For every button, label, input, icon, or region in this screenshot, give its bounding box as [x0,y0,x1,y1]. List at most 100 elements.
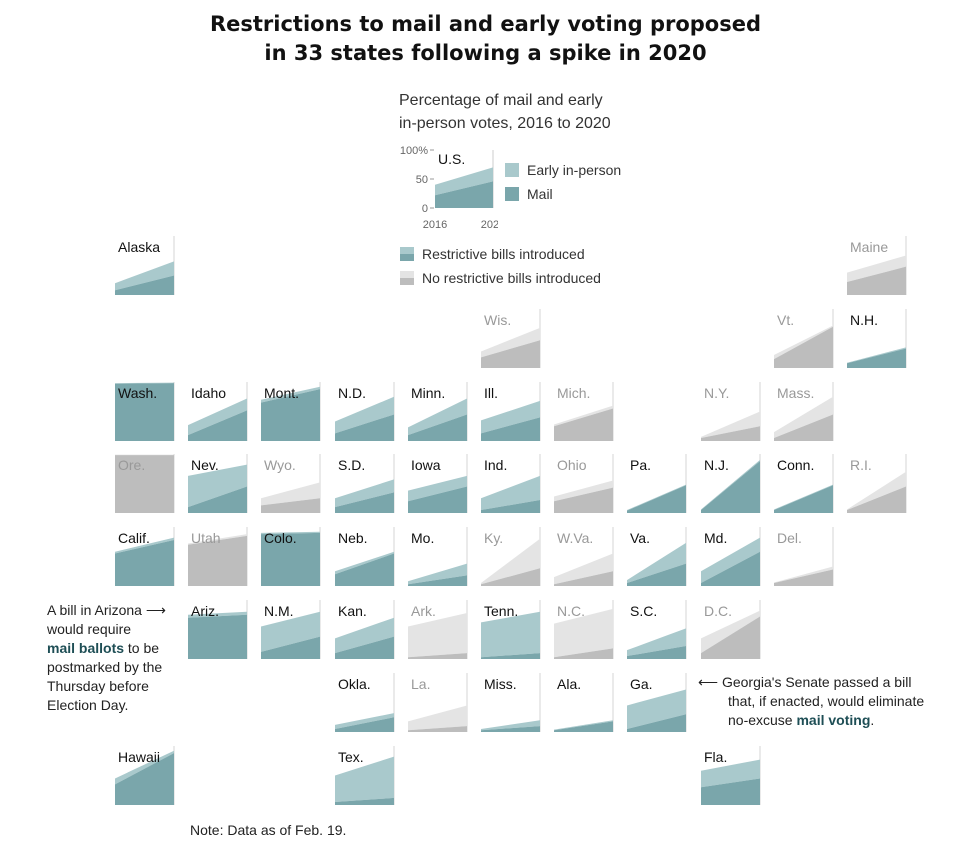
state-tile-chart [261,454,321,513]
state-tile-chart [261,527,321,586]
state-label: Tex. [338,749,364,765]
early-area [115,750,174,785]
mail-area [481,726,540,732]
early-area [335,479,394,508]
state-tile-chart [115,454,175,513]
mail-area [774,326,833,368]
state-tile-wyo: Wyo. [261,454,321,514]
early-area [701,537,760,584]
mail-area [261,636,320,659]
mail-area [408,414,467,441]
state-tile-ill: Ill. [481,382,541,442]
state-tile-chart [701,600,761,659]
state-label: Mont. [264,385,300,401]
state-tile-chart [335,746,395,805]
mail-area [774,569,833,586]
state-label: Miss. [484,676,517,692]
state-tile-s-d: S.D. [335,454,395,514]
state-tile-chart [408,454,468,513]
state-tile-chart [847,309,907,368]
state-label: Vt. [777,312,795,328]
early-area [335,551,394,575]
state-label: Ore. [118,457,146,473]
early-area [481,720,540,731]
state-tile-d-c: D.C. [701,600,761,660]
state-label: Maine [850,239,889,255]
mail-area [701,616,760,659]
state-tile-chart [335,527,395,586]
state-label: S.D. [338,457,366,473]
legend-restrictive-swatch [400,247,414,261]
arizona-annotation-line-5: Thursday before [47,678,149,694]
mail-area [481,417,540,441]
early-area [847,471,906,511]
state-label: Mich. [557,385,591,401]
early-area [701,610,760,654]
early-area [847,347,906,364]
state-tile-chart [115,746,175,805]
state-tile-chart [481,600,541,659]
early-area [481,475,540,511]
state-tile-chart [554,673,614,732]
state-tile-chart [701,527,761,586]
state-tile-fla: Fla. [701,746,761,806]
georgia-annotation-line-1: Georgia's Senate passed a bill [721,674,912,690]
state-tile-n-y: N.Y. [701,382,761,442]
mail-area [847,486,906,513]
georgia-annotation-line-2: that, if enacted, would eliminate [728,693,925,709]
state-tile-chart [627,527,687,586]
state-label: Va. [630,530,650,546]
us-legend-chart: 100% 50 0 2016 2020 U.S. [400,145,498,231]
state-tile-chart [335,673,395,732]
early-area [701,411,760,439]
arizona-annotation: A bill in Arizona ⟶ would require mail b… [47,601,166,715]
mail-area [701,461,760,513]
state-tile-minn: Minn. [408,382,468,442]
state-label: Md. [704,530,728,546]
state-label: Alaska [118,239,161,255]
state-tile-chart [554,454,614,513]
mail-area [481,340,540,368]
mail-area [408,726,467,732]
georgia-annotation-period: . [870,712,875,728]
state-label: Ariz. [191,603,219,619]
mail-area [335,797,394,805]
mail-area [335,636,394,659]
state-label: Tenn. [484,603,519,619]
early-area [188,398,247,436]
early-area [335,396,394,434]
mail-area [554,487,613,513]
early-area [335,713,394,730]
state-tile-chart [774,382,834,441]
state-label: Iowa [411,457,441,473]
mail-area [335,492,394,513]
state-tile-utah: Utah [188,527,248,587]
early-area [261,386,320,403]
early-area [481,400,540,434]
state-tile-chart [115,527,175,586]
subtitle-line-2: in-person votes, 2016 to 2020 [399,115,611,132]
state-label: Minn. [411,385,446,401]
chart-note: Note: Data as of Feb. 19. [190,822,347,838]
mail-area [554,721,613,732]
early-area [408,475,467,502]
chart-title: Restrictions to mail and early voting pr… [0,10,971,68]
early-area [261,531,320,535]
state-tile-ohio: Ohio [554,454,614,514]
state-tile-wash: Wash. [115,382,175,442]
state-tile-pa: Pa. [627,454,687,514]
early-area [554,608,613,658]
early-area [188,534,247,545]
state-tile-okla: Okla. [335,673,395,733]
state-tile-ga: Ga. [627,673,687,733]
early-area [261,611,320,652]
state-tile-neb: Neb. [335,527,395,587]
state-tile-miss: Miss. [481,673,541,733]
early-area [554,480,613,502]
state-label: Fla. [704,749,728,765]
title-line-1: Restrictions to mail and early voting pr… [209,12,762,36]
early-area [408,563,467,585]
legend-restrictive: Restrictive bills introduced [400,246,585,262]
state-tile-n-h: N.H. [847,309,907,369]
state-tile-ariz: Ariz. [188,600,248,660]
